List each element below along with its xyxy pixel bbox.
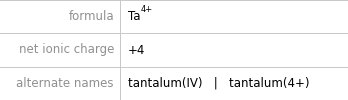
Text: alternate names: alternate names (16, 77, 114, 90)
Text: +4: +4 (128, 44, 145, 56)
Text: formula: formula (68, 10, 114, 23)
Text: net ionic charge: net ionic charge (19, 44, 114, 56)
Text: Ta: Ta (128, 10, 141, 23)
Text: tantalum(IV)   |   tantalum(4+): tantalum(IV) | tantalum(4+) (128, 77, 309, 90)
Text: 4+: 4+ (141, 5, 153, 14)
